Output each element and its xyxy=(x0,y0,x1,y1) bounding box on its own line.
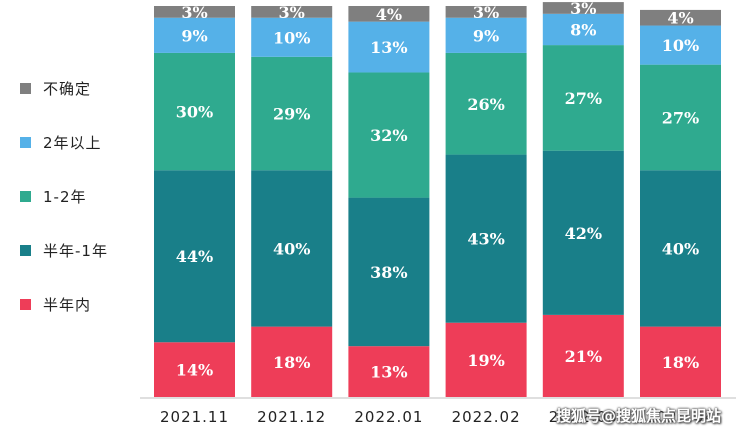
bar-segment xyxy=(154,342,235,397)
legend-label: 半年-1年 xyxy=(43,241,108,260)
bar-segment xyxy=(251,326,333,397)
legend-swatch xyxy=(20,82,31,94)
legend-item-within-half-year: 半年内 xyxy=(20,294,91,314)
bar-segment xyxy=(348,72,430,198)
data-label: 3% xyxy=(570,0,596,18)
legend-item-half-to-1-year: 半年-1年 xyxy=(20,240,108,260)
bar-segment xyxy=(348,346,430,397)
bar-segment xyxy=(640,9,721,26)
data-label: 3% xyxy=(473,3,499,22)
bar-segment xyxy=(640,64,721,171)
data-label: 27% xyxy=(565,89,602,108)
bar-segment xyxy=(445,6,527,18)
data-label: 4% xyxy=(667,9,693,28)
data-label: 10% xyxy=(662,36,699,55)
bar-segment xyxy=(445,154,527,323)
legend-swatch xyxy=(20,190,31,202)
data-label: 10% xyxy=(273,28,310,47)
legend-item-uncertain: 不确定 xyxy=(20,78,91,98)
legend-swatch xyxy=(20,244,31,256)
bar-segment xyxy=(251,17,333,57)
data-label: 40% xyxy=(273,239,310,258)
bar-segment xyxy=(640,170,721,327)
data-label: 9% xyxy=(181,26,207,45)
bar-segment xyxy=(640,326,721,397)
bar-segment xyxy=(251,170,333,327)
data-label: 9% xyxy=(473,26,499,45)
data-label: 18% xyxy=(662,353,699,372)
data-label: 27% xyxy=(662,108,699,127)
legend-swatch xyxy=(20,298,31,310)
data-label: 19% xyxy=(467,351,504,370)
data-label: 21% xyxy=(565,347,602,366)
bar-segment xyxy=(542,2,624,14)
bar-segment xyxy=(154,170,235,343)
data-label: 38% xyxy=(370,263,407,282)
data-label: 3% xyxy=(279,3,305,22)
legend-label: 不确定 xyxy=(43,79,92,98)
data-label: 40% xyxy=(662,239,699,258)
legend-item-over-2-years: 2年以上 xyxy=(20,132,102,152)
bar-segment xyxy=(542,150,624,315)
data-label: 4% xyxy=(376,5,402,24)
legend-swatch xyxy=(20,136,31,148)
bar-segment xyxy=(542,13,624,46)
legend-item-1-2-years: 1-2年 xyxy=(20,186,87,206)
legend-label: 1-2年 xyxy=(43,187,87,206)
x-tick-label: 2022.03 xyxy=(549,408,618,426)
data-label: 18% xyxy=(273,353,310,372)
bar-segment xyxy=(154,17,235,53)
bar-segment xyxy=(154,52,235,171)
bar-segment xyxy=(542,314,624,397)
bar-segment xyxy=(251,6,333,18)
x-tick-label: 2021.11 xyxy=(160,408,229,426)
data-label: 32% xyxy=(370,126,407,145)
data-label: 29% xyxy=(273,105,310,124)
legend-label: 半年内 xyxy=(43,295,92,314)
data-label: 44% xyxy=(176,247,213,266)
data-label: 30% xyxy=(176,103,213,122)
bar-segment xyxy=(445,322,527,397)
data-label: 3% xyxy=(181,3,207,22)
bar-segment xyxy=(348,197,430,347)
data-label: 8% xyxy=(570,20,596,39)
data-label: 26% xyxy=(467,95,504,114)
bar-segment xyxy=(348,21,430,73)
x-tick-label: 2022.01 xyxy=(354,408,423,426)
data-label: 13% xyxy=(370,363,407,382)
bar-segment xyxy=(445,52,527,155)
legend-label: 2年以上 xyxy=(43,133,102,152)
data-label: 43% xyxy=(467,230,504,249)
data-label: 13% xyxy=(370,38,407,57)
bar-segment xyxy=(348,6,430,22)
bar-segment xyxy=(445,17,527,53)
bar-segment xyxy=(640,25,721,65)
bar-segment xyxy=(542,45,624,151)
x-tick-label: 2022.02 xyxy=(452,408,521,426)
x-tick-label: 2021.12 xyxy=(257,408,326,426)
data-label: 14% xyxy=(176,361,213,380)
x-tick-label: 2022.04 xyxy=(646,408,715,426)
bar-segment xyxy=(154,6,235,18)
data-label: 42% xyxy=(565,224,602,243)
bar-segment xyxy=(251,56,333,171)
watermark: 搜狐号@搜狐焦点昆明站 xyxy=(556,407,722,425)
